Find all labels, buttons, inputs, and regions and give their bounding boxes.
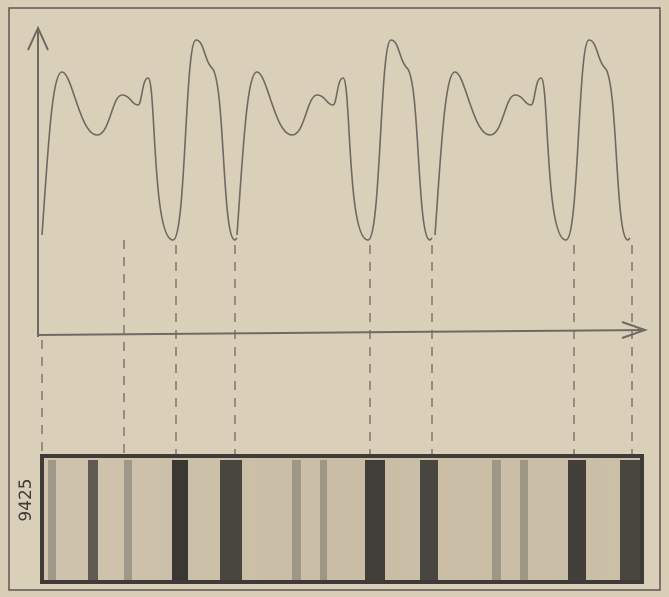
diagram: 9425 [0, 0, 669, 597]
band-label: 9425 [16, 478, 36, 521]
spectrum-band [42, 456, 642, 582]
